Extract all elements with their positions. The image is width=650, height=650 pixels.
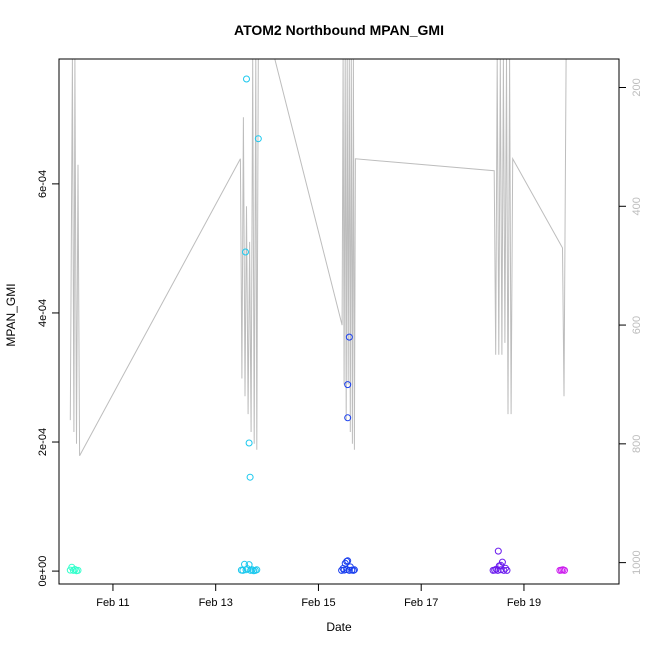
right-tick-label-1: 400 [631, 197, 643, 215]
x-tick-label-3: Feb 17 [404, 597, 438, 609]
data-point-s2-14 [344, 414, 352, 422]
chart-title: ATOM2 Northbound MPAN_GMI [234, 22, 444, 38]
right-tick-label-0: 200 [631, 78, 643, 96]
data-point-s3-10 [494, 547, 502, 555]
data-point-s1-10 [253, 566, 261, 574]
x-tick-label-1: Feb 13 [199, 597, 233, 609]
y-tick-label-2: 4e-04 [37, 299, 49, 327]
data-point-s3-9 [503, 566, 511, 574]
data-point-s1-13 [245, 439, 253, 447]
data-point-s0-3 [71, 566, 79, 573]
right-tick-label-4: 1000 [631, 550, 643, 574]
plot-frame [58, 58, 620, 585]
x-tick-label-0: Feb 11 [96, 597, 129, 609]
y-tick-label-1: 2e-04 [37, 428, 49, 456]
data-point-s1-14 [246, 473, 254, 481]
data-point-s1-15 [254, 135, 262, 143]
x-tick-label-4: Feb 19 [507, 597, 541, 609]
data-point-s2-12 [345, 333, 353, 341]
data-point-s1-11 [243, 75, 250, 83]
data-point-s2-11 [343, 557, 351, 565]
data-point-s3-11 [497, 561, 505, 569]
y-axis-label: MPAN_GMI [4, 283, 18, 346]
y-tick-label-0: 0e+00 [37, 556, 49, 587]
data-point-s0-2 [69, 566, 77, 574]
x-axis-label: Date [326, 620, 352, 634]
data-point-s0-5 [74, 566, 82, 574]
data-point-s1-12 [242, 248, 249, 256]
data-point-s1-7 [248, 566, 256, 574]
right-tick-label-2: 600 [631, 316, 643, 334]
y-tick-label-3: 6e-04 [37, 170, 49, 198]
data-point-s2-0 [338, 566, 346, 574]
data-point-s2-13 [344, 381, 352, 389]
scatter-points-layer [66, 75, 568, 575]
x-tick-label-2: Feb 15 [301, 597, 335, 609]
data-point-s2-6 [345, 566, 353, 574]
data-point-s2-2 [340, 566, 348, 574]
data-point-s2-10 [350, 566, 358, 574]
right-tick-label-3: 800 [631, 435, 643, 453]
data-point-s3-7 [500, 566, 508, 574]
data-point-s4-3 [561, 566, 568, 574]
